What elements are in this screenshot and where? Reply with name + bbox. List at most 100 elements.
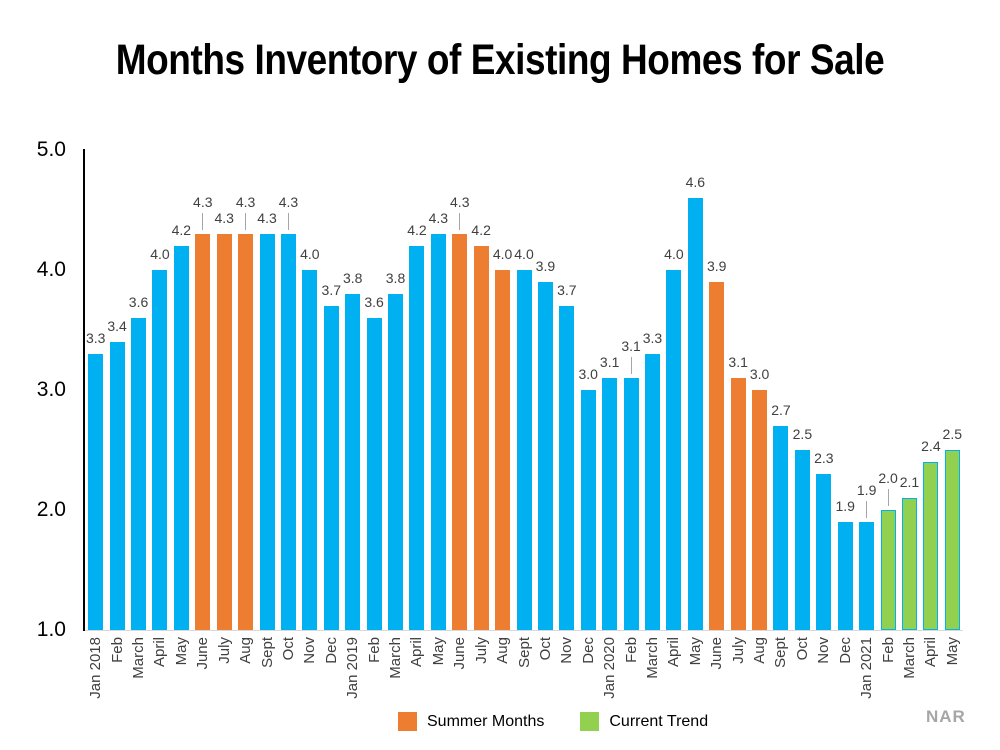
bar-regular: [109, 342, 125, 630]
x-axis-label: Feb: [365, 637, 383, 663]
legend: Summer Months Current Trend: [398, 712, 708, 731]
x-axis-label: Feb: [108, 637, 126, 663]
y-axis-tick-label: 3.0: [36, 378, 66, 401]
x-axis-label: July: [729, 637, 747, 664]
bar-summer: [216, 234, 232, 630]
bar-value-label: 4.3: [428, 210, 449, 226]
bar-value-label: 3.9: [706, 258, 727, 274]
bar-trend: [923, 462, 939, 630]
x-axis-label: April: [922, 637, 940, 668]
x-axis-label: Dec: [836, 637, 854, 664]
bar-trend: [880, 510, 896, 630]
bar-regular: [388, 294, 403, 630]
bar-regular: [302, 270, 318, 630]
bar-regular: [602, 378, 618, 630]
bar-value-label: 4.3: [257, 210, 277, 226]
x-axis-label: April: [408, 637, 426, 668]
bar-value-label: 4.3: [214, 210, 234, 226]
bar-summer: [752, 390, 768, 630]
y-axis-tick-label: 4.0: [36, 258, 66, 281]
legend-label: Current Trend: [609, 712, 709, 730]
bar-value-label: 4.0: [514, 246, 534, 262]
x-axis-label: Aug: [237, 637, 255, 664]
bar-regular: [816, 474, 832, 630]
bar-value-label: 3.1: [599, 354, 620, 370]
bar-value-label: 3.6: [128, 294, 149, 310]
bar-value-label: 4.0: [492, 246, 513, 262]
x-axis-label: Sept: [515, 637, 533, 668]
x-axis-label: May: [429, 637, 447, 666]
bar-value-label: 2.4: [921, 438, 941, 454]
bar-value-label: 2.7: [771, 402, 791, 418]
bar-value-label: 2.3: [814, 450, 834, 466]
legend-swatch-trend: [580, 712, 600, 731]
x-axis-label: Nov: [558, 637, 576, 664]
chart-title: Months Inventory of Existing Homes for S…: [115, 36, 885, 84]
x-axis-label: Nov: [815, 637, 833, 664]
x-axis-label: Jan 2021: [858, 637, 876, 699]
bar-value-label: 3.7: [557, 282, 577, 298]
bar-value-label: 4.3: [278, 194, 299, 210]
x-axis-label: Dec: [579, 637, 597, 664]
bar-value-label: 4.2: [171, 222, 192, 238]
bar-value-label: 3.1: [621, 338, 641, 354]
bar-regular: [88, 354, 104, 630]
y-axis-line: [83, 149, 85, 631]
x-axis-label: Oct: [793, 637, 811, 661]
bar-trend: [944, 450, 960, 630]
bar-value-label: 3.3: [85, 330, 106, 346]
x-axis-baseline: [85, 630, 963, 631]
label-leader-line: [630, 357, 632, 374]
label-leader-line: [459, 213, 461, 230]
bar-regular: [173, 246, 189, 630]
bar-regular: [687, 198, 703, 630]
x-axis-label: March: [900, 637, 918, 679]
x-axis-label: Jan 2018: [87, 637, 105, 699]
x-axis-label: Feb: [879, 637, 897, 663]
bar-regular: [280, 234, 296, 630]
bar-regular: [516, 270, 532, 630]
legend-item-summer: Summer Months: [398, 712, 544, 731]
label-leader-line: [287, 213, 289, 230]
y-axis-tick-label: 2.0: [36, 498, 66, 521]
bar-value-label: 4.0: [664, 246, 684, 262]
x-axis-label: May: [686, 637, 704, 666]
bar-value-label: 4.2: [407, 222, 427, 238]
bar-value-label: 4.0: [300, 246, 320, 262]
bar-summer: [452, 234, 468, 630]
bar-trend: [901, 498, 917, 630]
x-axis-label: April: [151, 637, 169, 668]
bar-value-label: 3.8: [385, 270, 406, 286]
bar-regular: [409, 246, 425, 630]
bar-regular: [623, 378, 639, 630]
x-axis-label: Nov: [301, 637, 319, 664]
bar-regular: [794, 450, 810, 630]
x-axis-label: Aug: [751, 637, 769, 664]
bar-summer: [495, 270, 511, 630]
legend-label: Summer Months: [427, 712, 545, 730]
bar-value-label: 3.0: [578, 366, 598, 382]
bar-summer: [238, 234, 254, 630]
bar-regular: [430, 234, 446, 630]
bar-value-label: 1.9: [856, 482, 877, 498]
label-leader-line: [887, 489, 889, 506]
bar-regular: [323, 306, 339, 630]
bar-regular: [345, 294, 361, 630]
bar-value-label: 4.0: [150, 246, 170, 262]
label-leader-line: [245, 213, 247, 230]
bar-value-label: 4.3: [235, 194, 256, 210]
bar-value-label: 3.7: [321, 282, 341, 298]
x-axis-label: Jan 2019: [344, 637, 362, 699]
x-axis-label: Oct: [279, 637, 297, 661]
x-axis-label: June: [451, 637, 469, 670]
bar-value-label: 1.9: [835, 498, 855, 514]
x-axis-label: March: [130, 637, 148, 679]
x-axis-label: Jan 2020: [601, 637, 619, 699]
x-axis-label: Oct: [536, 637, 554, 661]
bar-value-label: 3.0: [749, 366, 770, 382]
x-axis-label: July: [215, 637, 233, 664]
bar-value-label: 2.0: [878, 470, 898, 486]
bar-regular: [644, 354, 660, 630]
bar-summer: [709, 282, 725, 630]
